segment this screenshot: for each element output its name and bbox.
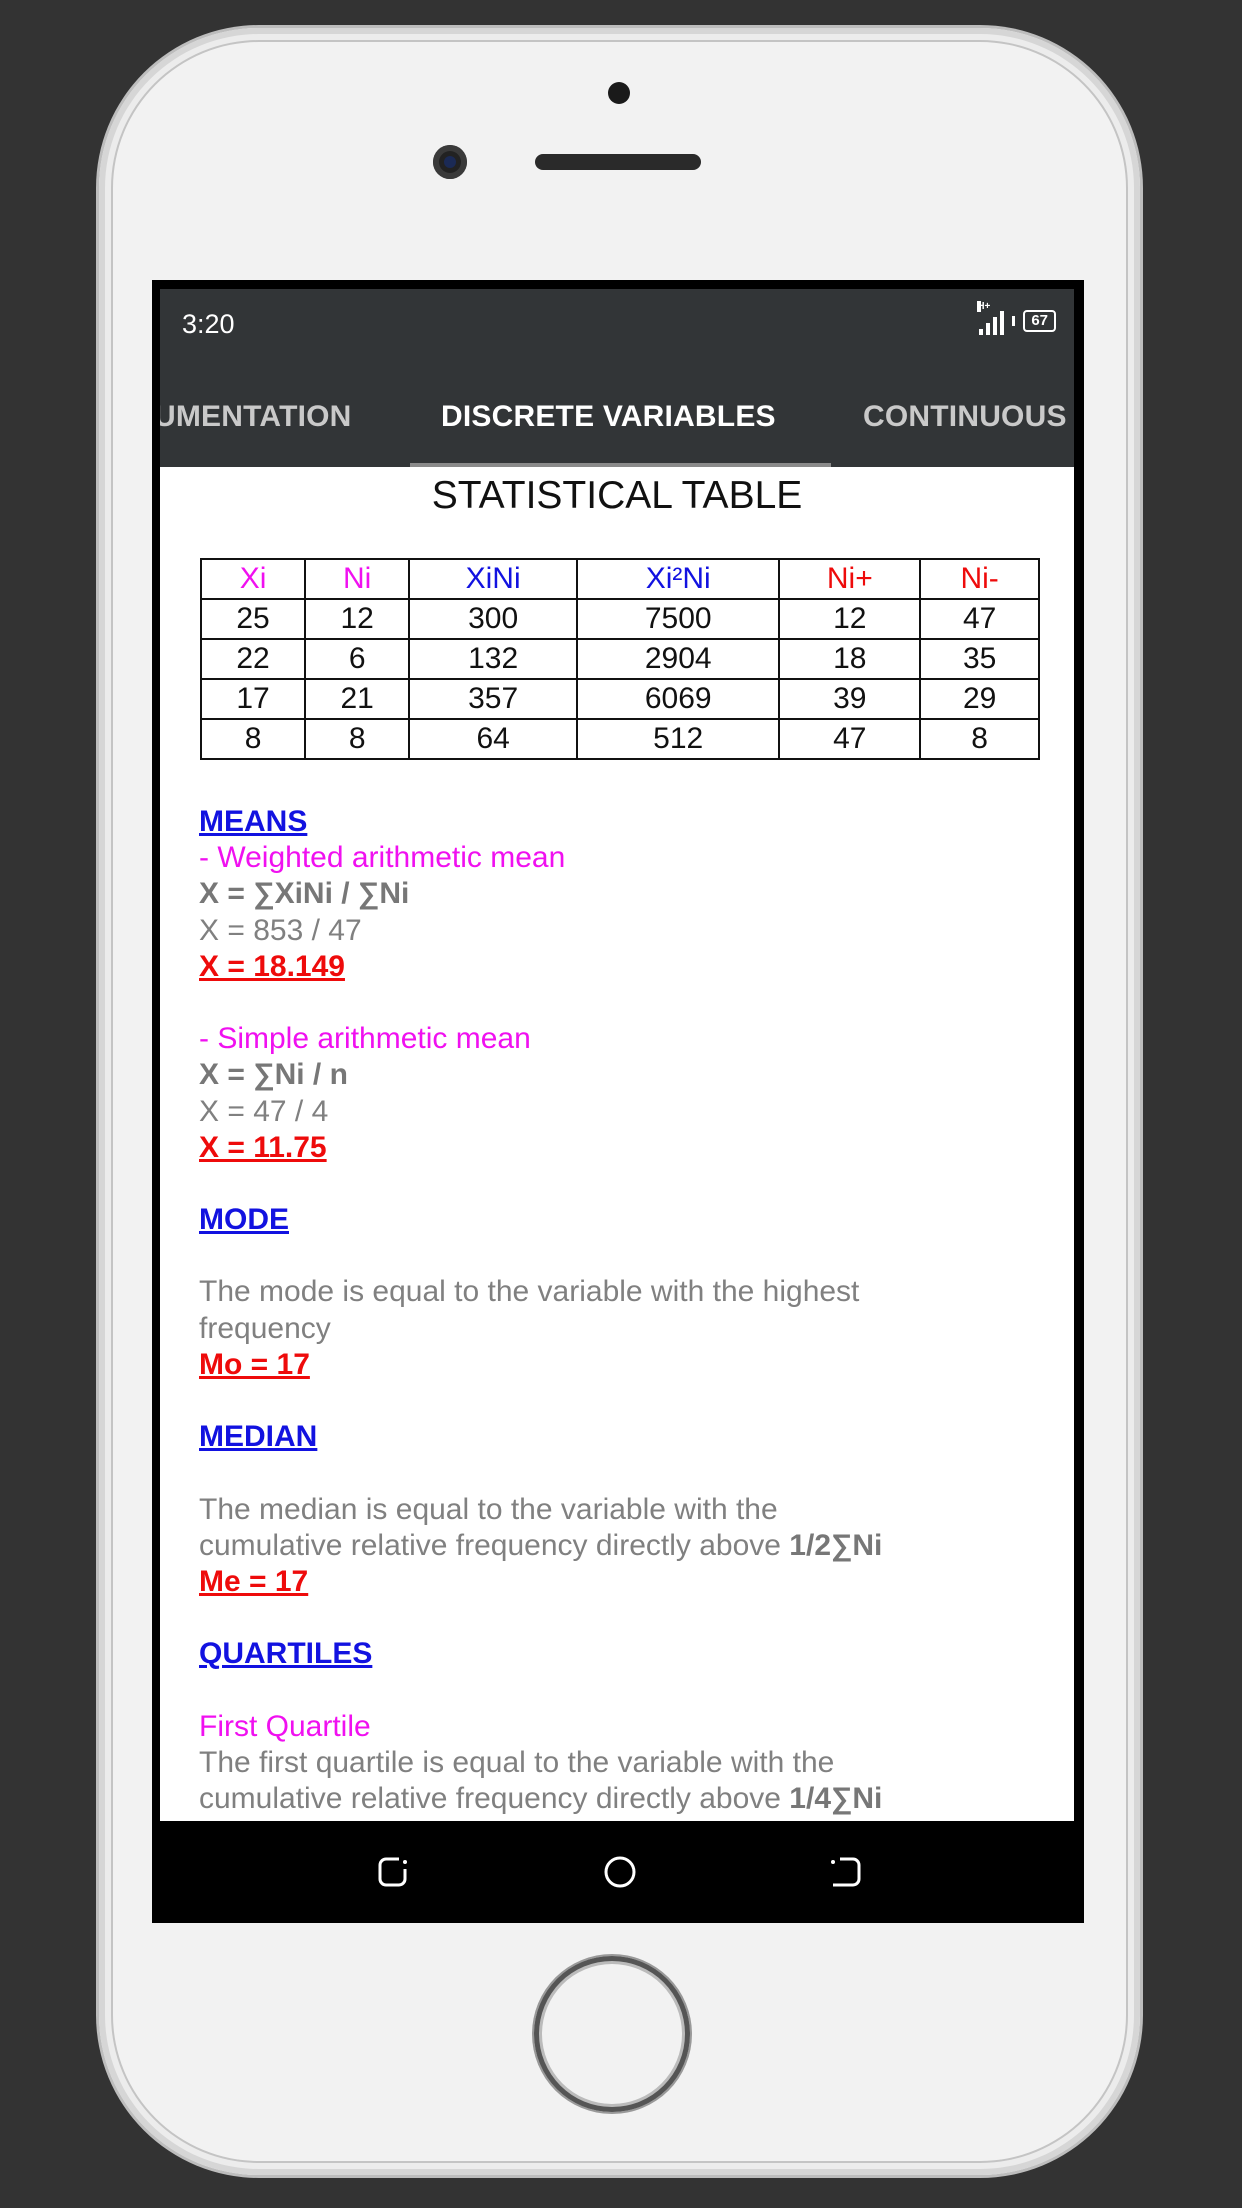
median-heading: MEDIAN: [199, 1420, 318, 1454]
table-cell: 132: [408, 638, 579, 680]
table-cell: 12: [778, 598, 922, 640]
home-icon[interactable]: [603, 1855, 637, 1889]
table-cell: 17: [199, 678, 307, 720]
weighted-mean-computation: X = 853 / 47: [199, 913, 362, 947]
table-cell: 7500: [576, 598, 781, 640]
simple-mean-computation: X = 47 / 4: [199, 1094, 329, 1128]
table-cell: 8: [919, 718, 1040, 760]
table-cell: 6: [304, 638, 411, 680]
tab-indicator: [410, 463, 831, 467]
column-header: Xi²Ni: [576, 558, 781, 600]
navigation-bar: [160, 1821, 1074, 1923]
table-cell: 22: [199, 638, 307, 680]
mode-result: Mo = 17: [199, 1347, 310, 1381]
table-cell: 6069: [576, 678, 781, 720]
table-cell: 300: [408, 598, 579, 640]
table-row: 22 6 132 2904 18 35: [199, 638, 1040, 680]
table-row: 25 12 300 7500 12 47: [199, 598, 1040, 640]
first-quartile-threshold: 1/4∑Ni: [789, 1782, 883, 1816]
table-cell: 8: [304, 718, 411, 760]
simple-mean-label: - Simple arithmetic mean: [199, 1022, 531, 1056]
column-header: XiNi: [408, 558, 579, 600]
table-cell: 47: [778, 718, 922, 760]
table-cell: 2904: [576, 638, 781, 680]
earpiece-speaker: [535, 154, 701, 170]
home-button[interactable]: [534, 1956, 690, 2112]
table-cell: 35: [919, 638, 1040, 680]
median-text: The median is equal to the variable with…: [199, 1492, 778, 1526]
statistical-table: Xi Ni XiNi Xi²Ni Ni+ Ni- 25 12 300 7500 12 47…: [199, 558, 1040, 760]
recent-apps-icon[interactable]: [377, 1855, 411, 1889]
table-header-row: Xi Ni XiNi Xi²Ni Ni+ Ni-: [199, 558, 1040, 600]
table-cell: 357: [408, 678, 579, 720]
table-cell: 21: [304, 678, 411, 720]
median-result: Me = 17: [199, 1564, 309, 1598]
table-cell: 18: [778, 638, 922, 680]
table-cell: 64: [408, 718, 579, 760]
weighted-mean-label: - Weighted arithmetic mean: [199, 841, 566, 875]
table-cell: 47: [919, 598, 1040, 640]
weighted-mean-formula: X = ∑XiNi / ∑Ni: [199, 877, 410, 911]
front-camera: [433, 145, 467, 179]
means-heading: MEANS: [199, 805, 308, 838]
column-header: Ni: [304, 558, 411, 600]
column-header: Xi: [199, 558, 307, 600]
mode-text: frequency: [199, 1311, 331, 1345]
tab-discrete-variables[interactable]: DISCRETE VARIABLES: [441, 400, 776, 433]
app-bar: 3:20 H+ 67 UMENTATION DISCRETE VARIABLES…: [160, 289, 1074, 467]
simple-mean-result: X = 11.75: [199, 1130, 327, 1164]
screen: 3:20 H+ 67 UMENTATION DISCRETE VARIABLES…: [160, 289, 1074, 1821]
results: MEANS - Weighted arithmetic mean X = ∑Xi…: [199, 804, 1069, 1817]
first-quartile-text: cumulative relative frequency directly a…: [199, 1782, 790, 1816]
median-text: cumulative relative frequency directly a…: [199, 1528, 790, 1562]
proximity-sensor: [608, 82, 630, 104]
back-icon[interactable]: [828, 1855, 862, 1889]
signal-icon: H+: [977, 301, 1005, 335]
column-header: Ni+: [778, 558, 922, 600]
column-header: Ni-: [919, 558, 1040, 600]
page-title: STATISTICAL TABLE: [431, 474, 803, 517]
first-quartile-text: The first quartile is equal to the varia…: [199, 1745, 835, 1779]
battery-icon: 67: [1023, 310, 1056, 332]
table-cell: 25: [199, 598, 307, 640]
battery-tick: [1012, 316, 1016, 326]
table-cell: 39: [778, 678, 922, 720]
mode-text: The mode is equal to the variable with t…: [199, 1275, 860, 1309]
mode-heading: MODE: [199, 1203, 289, 1237]
tab-documentation[interactable]: UMENTATION: [160, 400, 352, 433]
tab-continuous[interactable]: CONTINUOUS: [863, 400, 1067, 433]
first-quartile-label: First Quartile: [199, 1709, 371, 1743]
table-cell: 8: [199, 718, 307, 760]
table-cell: 29: [919, 678, 1040, 720]
table-row: 8 8 64 512 47 8: [199, 718, 1040, 760]
median-threshold: 1/2∑Ni: [789, 1528, 883, 1562]
status-time: 3:20: [182, 309, 235, 339]
table-cell: 12: [304, 598, 411, 640]
network-type: H+: [977, 301, 991, 312]
table-cell: 512: [576, 718, 781, 760]
simple-mean-formula: X = ∑Ni / n: [199, 1058, 348, 1092]
quartiles-heading: QUARTILES: [199, 1637, 373, 1671]
tab-bar: UMENTATION DISCRETE VARIABLES CONTINUOUS: [160, 393, 1074, 467]
status-icons: H+ 67: [977, 301, 1056, 335]
table-row: 17 21 357 6069 39 29: [199, 678, 1040, 720]
weighted-mean-result: X = 18.149: [199, 949, 345, 983]
